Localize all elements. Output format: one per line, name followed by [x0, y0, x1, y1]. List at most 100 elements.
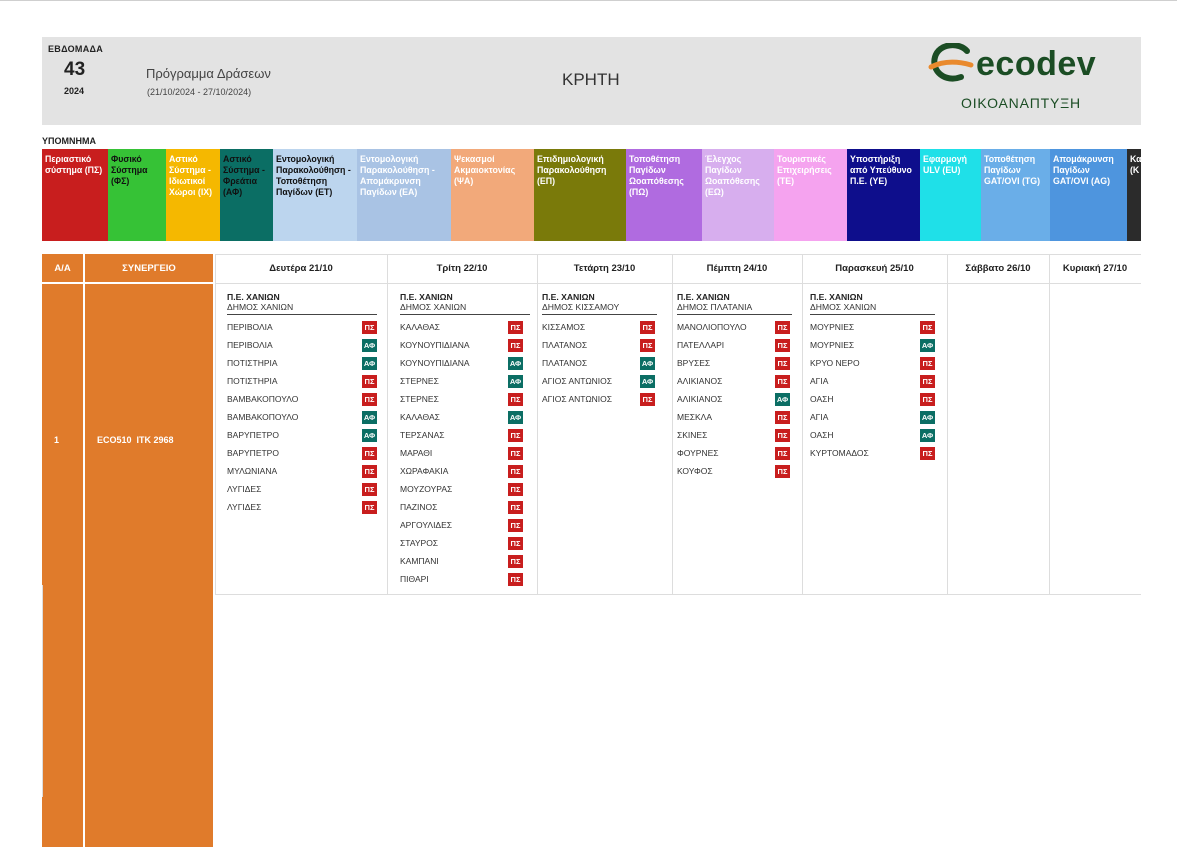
- legend-item: Εντομολογική Παρακολούθηση - Απομάκρυνση…: [357, 149, 451, 241]
- schedule-entry: ΟΑΣΗ ΑΦ: [810, 427, 935, 445]
- day-cell: Π.Ε. ΧΑΝΙΩΝ ΔΗΜΟΣ ΚΙΣΣΑΜΟΥ ΚΙΣΣΑΜΟΣ ΠΣ ΠΛΑΤΑ…: [542, 292, 657, 409]
- action-tag: ΠΣ: [508, 483, 523, 496]
- location-name: ΧΩΡΑΦΑΚΙΑ: [400, 466, 449, 476]
- action-tag: ΠΣ: [775, 429, 790, 442]
- logo-wordmark: ecodev: [976, 45, 1097, 83]
- action-tag: ΠΣ: [920, 393, 935, 406]
- action-tag: ΠΣ: [508, 321, 523, 334]
- location-name: ΑΡΓΟΥΛΙΔΕΣ: [400, 520, 453, 530]
- action-tag: ΑΦ: [920, 339, 935, 352]
- ecodev-logo: ecodev ΟΙΚΟΑΝΑΠΤΥΞΗ: [927, 43, 1137, 119]
- schedule-entry: ΚΟΥΝΟΥΠΙΔΙΑΝΑ ΠΣ: [400, 337, 530, 355]
- row-number: 1: [54, 435, 60, 445]
- legend-item: Τουριστικές Επιχειρήσεις (ΤΕ): [774, 149, 847, 241]
- action-tag: ΠΣ: [362, 393, 377, 406]
- day-header: Σάββατο 26/10: [965, 262, 1031, 274]
- legend-item: Απομάκρυνση Παγίδων GAT/OVI (AG): [1050, 149, 1127, 241]
- action-tag: ΠΣ: [508, 501, 523, 514]
- column-divider: [387, 254, 388, 594]
- action-tag: ΠΣ: [920, 447, 935, 460]
- schedule-entry: ΑΛΙΚΙΑΝΟΣ ΠΣ: [677, 373, 792, 391]
- dimos-label: ΔΗΜΟΣ ΧΑΝΙΩΝ: [227, 302, 377, 315]
- program-title: Πρόγραμμα Δράσεων: [146, 66, 271, 81]
- action-tag: ΠΣ: [508, 447, 523, 460]
- day-header: Δευτέρα 21/10: [269, 262, 333, 274]
- location-name: ΜΥΛΩΝΙΑΝΑ: [227, 466, 278, 476]
- day-header: Παρασκευή 25/10: [835, 262, 914, 274]
- action-tag: ΑΦ: [362, 411, 377, 424]
- legend-item: Τοποθέτηση Παγίδων Ωοαπόθεσης (ΠΩ): [626, 149, 702, 241]
- location-name: ΒΑΜΒΑΚΟΠΟΥΛΟ: [227, 394, 299, 404]
- action-tag: ΑΦ: [508, 375, 523, 388]
- dimos-label: ΔΗΜΟΣ ΧΑΝΙΩΝ: [400, 302, 530, 315]
- action-tag: ΠΣ: [640, 339, 655, 352]
- location-name: ΚΡΥΟ ΝΕΡΟ: [810, 358, 860, 368]
- location-name: ΠΕΡΙΒΟΛΙΑ: [227, 340, 273, 350]
- location-name: ΚΟΥΝΟΥΠΙΔΙΑΝΑ: [400, 340, 470, 350]
- location-name: ΑΛΙΚΙΑΝΟΣ: [677, 394, 723, 404]
- action-tag: ΠΣ: [508, 519, 523, 532]
- pe-label: Π.Ε. ΧΑΝΙΩΝ: [810, 292, 863, 302]
- location-name: ΚΟΥΝΟΥΠΙΔΙΑΝΑ: [400, 358, 470, 368]
- schedule-entry: ΠΟΤΙΣΤΗΡΙΑ ΑΦ: [227, 355, 377, 373]
- legend-item: Αστικό Σύστημα - Φρεάτια (ΑΦ): [220, 149, 273, 241]
- schedule-entry: ΠΛΑΤΑΝΟΣ ΠΣ: [542, 337, 657, 355]
- schedule-entry: ΑΓΙΑ ΑΦ: [810, 409, 935, 427]
- location-name: ΠΛΑΤΑΝΟΣ: [542, 340, 588, 350]
- schedule-table: Α/Α ΣΥΝΕΡΓΕΙΟ 1 ECO510 ΙΤΚ 2968 Δευτέρα …: [42, 254, 1141, 847]
- legend-item: Κα ελ (Κ: [1127, 149, 1141, 241]
- action-tag: ΠΣ: [920, 321, 935, 334]
- schedule-entry: ΜΟΥΡΝΙΕΣ ΠΣ: [810, 319, 935, 337]
- location-name: ΜΑΝΟΛΙΟΠΟΥΛΟ: [677, 322, 747, 332]
- team-cell: ECO510 ΙΤΚ 2968: [85, 284, 213, 847]
- column-divider: [672, 254, 673, 594]
- schedule-entry: ΠΙΘΑΡΙ ΠΣ: [400, 571, 530, 589]
- action-tag: ΠΣ: [362, 483, 377, 496]
- schedule-entry: ΠΛΑΤΑΝΟΣ ΑΦ: [542, 355, 657, 373]
- dimos-label: ΔΗΜΟΣ ΧΑΝΙΩΝ: [810, 302, 935, 315]
- action-tag: ΠΣ: [362, 465, 377, 478]
- legend-item: Περιαστικό σύστημα (ΠΣ): [42, 149, 108, 241]
- schedule-entry: ΚΙΣΣΑΜΟΣ ΠΣ: [542, 319, 657, 337]
- legend-item: Ψεκασμοί Ακμαιοκτονίας (ΨΑ): [451, 149, 534, 241]
- column-header-synergeio: ΣΥΝΕΡΓΕΙΟ: [85, 254, 213, 282]
- schedule-entry: ΒΡΥΣΕΣ ΠΣ: [677, 355, 792, 373]
- action-tag: ΠΣ: [775, 321, 790, 334]
- location-name: ΠΑΖΙΝΟΣ: [400, 502, 438, 512]
- location-name: ΜΑΡΑΘΙ: [400, 448, 433, 458]
- action-tag: ΑΦ: [775, 393, 790, 406]
- table-left-border: [42, 585, 43, 797]
- legend-item: Εφαρμογή ULV (EU): [920, 149, 981, 241]
- schedule-entry: ΚΟΥΝΟΥΠΙΔΙΑΝΑ ΑΦ: [400, 355, 530, 373]
- action-tag: ΑΦ: [508, 411, 523, 424]
- schedule-entry: ΣΤΑΥΡΟΣ ΠΣ: [400, 535, 530, 553]
- team-name: ECO510 ΙΤΚ 2968: [97, 435, 174, 445]
- location-name: ΑΛΙΚΙΑΝΟΣ: [677, 376, 723, 386]
- action-tag: ΠΣ: [508, 339, 523, 352]
- legend-title: ΥΠΟΜΝΗΜΑ: [42, 136, 96, 146]
- schedule-entry: ΚΥΡΤΟΜΑΔΟΣ ΠΣ: [810, 445, 935, 463]
- action-tag: ΠΣ: [920, 357, 935, 370]
- action-tag: ΠΣ: [508, 429, 523, 442]
- day-header: Τετάρτη 23/10: [573, 262, 636, 274]
- column-divider: [1049, 254, 1050, 594]
- pe-label: Π.Ε. ΧΑΝΙΩΝ: [227, 292, 280, 302]
- schedule-entry: ΠΕΡΙΒΟΛΙΑ ΑΦ: [227, 337, 377, 355]
- logo-subtitle: ΟΙΚΟΑΝΑΠΤΥΞΗ: [961, 95, 1081, 111]
- legend-item: Φυσικό Σύστημα (ΦΣ): [108, 149, 166, 241]
- location-name: ΠΛΑΤΑΝΟΣ: [542, 358, 588, 368]
- schedule-entry: ΒΑΡΥΠΕΤΡΟ ΠΣ: [227, 445, 377, 463]
- ecodev-leaf-icon: [928, 43, 974, 82]
- schedule-entry: ΤΕΡΣΑΝΑΣ ΠΣ: [400, 427, 530, 445]
- legend-item: Εντομολογική Παρακολούθηση - Τοποθέτηση …: [273, 149, 357, 241]
- location-name: ΚΑΛΑΘΑΣ: [400, 412, 440, 422]
- action-tag: ΠΣ: [775, 411, 790, 424]
- page-header: ΕΒΔΟΜΑΔΑ 43 2024 Πρόγραμμα Δράσεων (21/1…: [42, 37, 1141, 125]
- location-name: ΟΑΣΗ: [810, 430, 834, 440]
- schedule-entry: ΟΑΣΗ ΠΣ: [810, 391, 935, 409]
- row-divider: [215, 254, 1141, 255]
- day-cell: Π.Ε. ΧΑΝΙΩΝ ΔΗΜΟΣ ΧΑΝΙΩΝ ΜΟΥΡΝΙΕΣ ΠΣ ΜΟΥΡΝΙΕ…: [810, 292, 935, 463]
- action-tag: ΠΣ: [508, 465, 523, 478]
- schedule-entry: ΣΤΕΡΝΕΣ ΑΦ: [400, 373, 530, 391]
- action-tag: ΠΣ: [362, 321, 377, 334]
